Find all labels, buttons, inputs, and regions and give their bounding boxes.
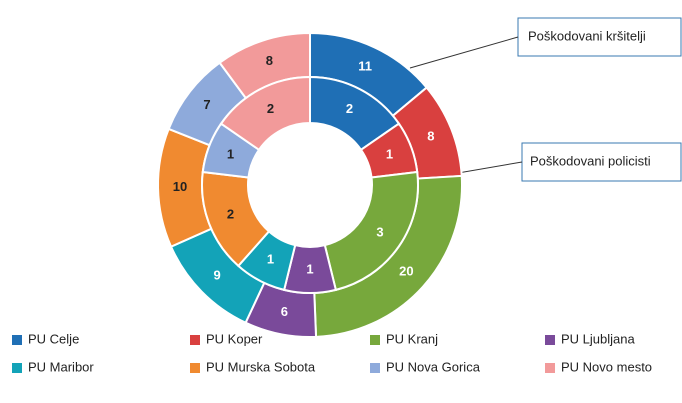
callout-label: Poškodovani kršitelji [528, 28, 646, 43]
value-label: 2 [346, 101, 353, 116]
callout-line [409, 36, 519, 69]
legend-label: PU Nova Gorica [386, 359, 481, 374]
legend-label: PU Novo mesto [561, 359, 652, 374]
value-label: 1 [267, 252, 274, 267]
value-label: 2 [227, 207, 234, 222]
value-label: 2 [267, 101, 274, 116]
legend-label: PU Murska Sobota [206, 359, 316, 374]
legend-swatch [545, 335, 555, 345]
legend-label: PU Celje [28, 331, 79, 346]
legend-label: PU Kranj [386, 331, 438, 346]
segment [219, 75, 311, 152]
legend-swatch [370, 363, 380, 373]
value-label: 10 [173, 179, 187, 194]
legend-label: PU Maribor [28, 359, 94, 374]
value-label: 7 [203, 97, 210, 112]
legend-label: PU Ljubljana [561, 331, 635, 346]
value-label: 3 [376, 225, 383, 240]
value-label: 1 [306, 261, 313, 276]
legend-swatch [12, 363, 22, 373]
callout-label: Poškodovani policisti [530, 153, 651, 168]
callout-box [521, 142, 682, 182]
value-label: 11 [358, 59, 372, 74]
legend-swatch [12, 335, 22, 345]
legend-label: PU Koper [206, 331, 263, 346]
segment [323, 170, 419, 292]
value-label: 6 [281, 304, 288, 319]
value-label: 1 [227, 146, 234, 161]
legend-swatch [190, 363, 200, 373]
value-label: 1 [386, 146, 393, 161]
legend-swatch [370, 335, 380, 345]
value-label: 20 [399, 264, 413, 279]
callout-box [517, 17, 682, 57]
legend-swatch [545, 363, 555, 373]
value-label: 8 [427, 128, 434, 143]
legend-swatch [190, 335, 200, 345]
value-label: 8 [266, 53, 273, 68]
value-label: 9 [214, 267, 221, 282]
